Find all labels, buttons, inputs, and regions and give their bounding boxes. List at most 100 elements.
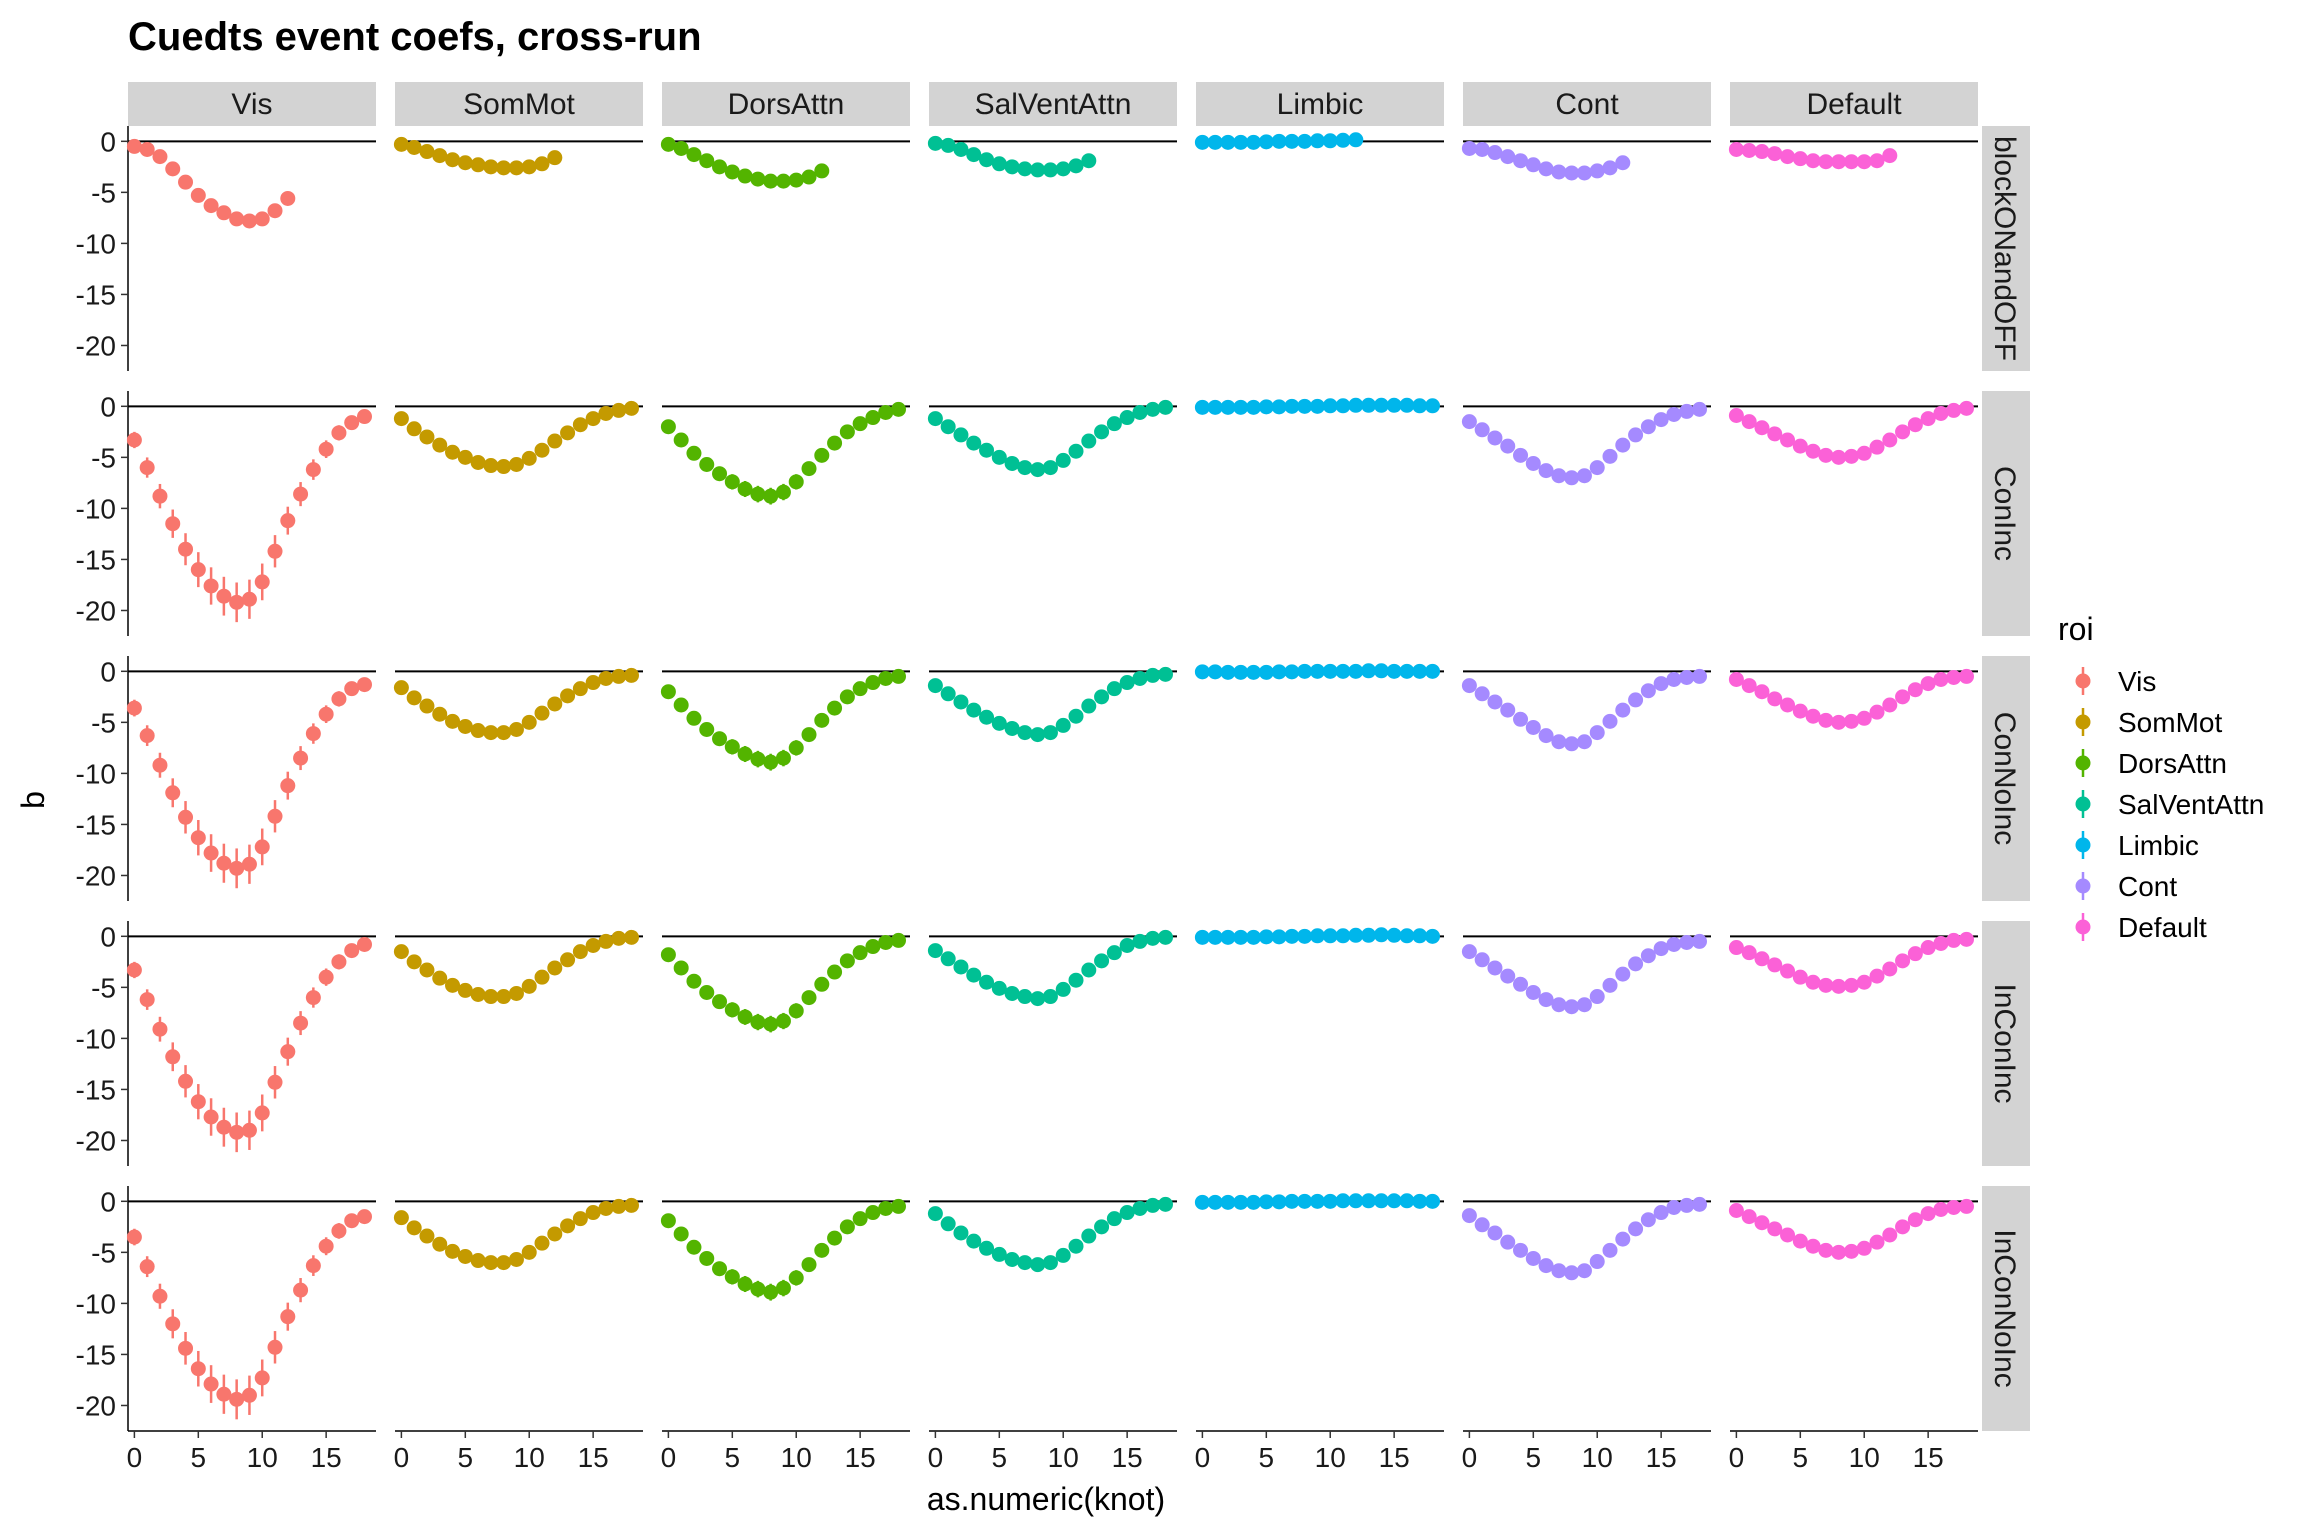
data-point [393,1210,409,1226]
data-point [991,980,1007,996]
data-point [1780,963,1796,979]
data-point [763,173,779,189]
data-point [432,148,448,164]
data-point [1004,1252,1020,1267]
data-point [229,211,245,227]
data-point [1461,944,1477,960]
data-point [1246,1194,1262,1210]
y-tick-label: -5 [91,442,116,473]
data-point [1017,989,1033,1005]
data-point [1551,734,1567,750]
data-point [1741,945,1757,961]
data-point [1920,676,1936,692]
data-point [1322,133,1338,149]
data-point [878,1200,894,1216]
data-point [1373,663,1389,679]
data-point [737,746,753,762]
data-point [801,727,817,743]
data-point [1361,1193,1377,1209]
data-point [953,1225,969,1241]
data-point [470,454,486,470]
x-tick-label: 10 [1849,1442,1880,1473]
data-point [508,722,524,737]
strip-background [1982,656,2030,901]
data-point [1615,155,1631,171]
data-point [1805,153,1821,169]
legend-key-point [2075,837,2091,853]
data-point [1589,989,1605,1005]
data-point [432,1236,448,1252]
legend-item-salventattn: SalVentAttn [2075,789,2264,820]
data-point [1907,1212,1923,1228]
data-point [139,141,155,157]
data-point [724,1269,740,1285]
data-point [598,405,614,421]
data-point [318,969,334,985]
data-point [254,211,270,227]
data-point [1564,470,1580,486]
data-point [1754,420,1770,436]
data-point [1741,678,1757,694]
data-point [1576,1263,1592,1279]
data-point [1424,1193,1440,1209]
data-point [344,415,360,431]
data-point [126,962,142,978]
x-tick-label: 5 [1526,1442,1542,1473]
data-point [827,1230,843,1246]
legend: roi Vis SomMot DorsAttn SalVentAttn Limbic Con… [2058,611,2264,943]
panel-inconnoinc-sommot: 0 5 10 15 [393,1197,643,1473]
data-point [1068,443,1084,459]
data-point [750,486,766,502]
data-point [1818,154,1834,170]
strip-background [1982,921,2030,1166]
data-point [1233,664,1249,680]
facet-grid: Vis SomMot DorsAttn SalVentAttn Limbic Cont De… [76,82,2030,1473]
facet-strip-inconnoinc: InConNoInc [1982,1186,2030,1431]
data-point [1258,929,1274,945]
data-point [1895,424,1911,440]
x-tick-label: 0 [1462,1442,1478,1473]
data-point [1055,1247,1071,1263]
data-point [457,1248,473,1264]
data-point [1653,676,1669,692]
facet-strip-limbic: Limbic [1196,82,1444,126]
panel-blockonandoff-salventattn [927,135,1177,178]
data-point [1297,398,1313,414]
data-point [737,168,753,184]
data-point [1424,928,1440,944]
y-tick-label: -15 [76,1074,116,1105]
data-point [1754,1215,1770,1231]
data-point [927,411,943,427]
data-point [1157,929,1173,945]
data-point [712,1261,728,1277]
data-point [598,933,614,949]
data-point [1576,734,1592,750]
data-point [1042,460,1058,476]
data-point [1946,669,1962,685]
panel-inconinc-cont [1461,933,1711,1015]
data-point [827,964,843,980]
panel-inconnoinc-limbic: 0 5 10 15 [1195,1193,1444,1473]
data-point [1068,158,1084,174]
data-point [1081,1228,1097,1244]
data-point [1666,1199,1682,1215]
data-point [521,450,537,466]
data-point [1843,713,1859,729]
data-point [1322,398,1338,414]
data-point [1297,133,1313,149]
data-point [673,140,689,156]
data-point [1958,931,1974,947]
panel-connoinc-salventattn [927,666,1177,743]
data-point [1055,161,1071,177]
data-point [1754,951,1770,967]
data-point [1030,991,1046,1007]
data-point [801,169,817,185]
data-point [1373,927,1389,943]
data-point [1525,719,1541,735]
data-point [1258,1194,1274,1210]
data-point [890,932,906,948]
data-point [1653,941,1669,957]
data-point [878,670,894,686]
data-point [1207,929,1223,945]
strip-label: InConInc [1988,983,2021,1103]
